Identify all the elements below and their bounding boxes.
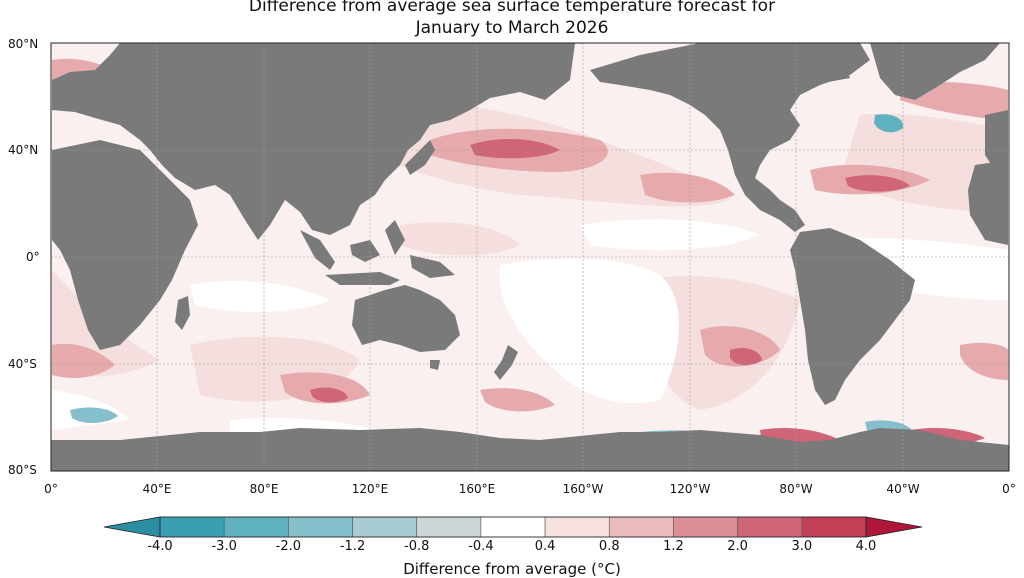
lon-label-40e: 40°E bbox=[142, 482, 172, 496]
land-arctic-islands bbox=[760, 55, 850, 82]
lat-label-40n: 40°N bbox=[8, 143, 39, 157]
colorbar-tick-label: -3.0 bbox=[211, 539, 237, 554]
colorbar-segment bbox=[352, 516, 418, 538]
land-australia bbox=[352, 285, 460, 352]
land-greenland bbox=[870, 43, 1000, 100]
colorbar-segment bbox=[608, 516, 674, 538]
lat-label-40s: 40°S bbox=[8, 357, 37, 371]
colorbar-segment bbox=[737, 516, 803, 538]
colorbar-segment bbox=[673, 516, 738, 538]
chart-title: Difference from average sea surface temp… bbox=[0, 0, 1024, 39]
lat-label-80s: 80°S bbox=[8, 463, 37, 477]
land-se-asia-islands bbox=[300, 220, 455, 285]
land-africa-west bbox=[968, 160, 1008, 245]
map-frame bbox=[50, 42, 1010, 472]
lon-label-80e: 80°E bbox=[249, 482, 279, 496]
land-africa bbox=[52, 140, 198, 350]
lon-label-0-left: 0° bbox=[44, 482, 58, 496]
colorbar-tick-label: -4.0 bbox=[147, 539, 173, 554]
colorbar-segment bbox=[544, 516, 610, 538]
land-south-america bbox=[790, 228, 915, 405]
colorbar-under-arrow bbox=[103, 516, 161, 538]
lon-label-160e: 160°E bbox=[458, 482, 496, 496]
colorbar-tick-label: 0.8 bbox=[598, 539, 620, 554]
land-eurasia bbox=[52, 43, 575, 240]
colorbar-tick-label: 2.0 bbox=[727, 539, 748, 554]
lon-label-120e: 120°E bbox=[351, 482, 389, 496]
map-gridlines bbox=[51, 43, 1009, 471]
land-europe-west bbox=[985, 110, 1008, 170]
land-new-zealand bbox=[494, 345, 518, 380]
colorbar-tick-label: 3.0 bbox=[791, 539, 813, 554]
colorbar-title: Difference from average (°C) bbox=[403, 560, 621, 578]
colorbar-segment bbox=[223, 516, 289, 538]
land-antarctica bbox=[51, 428, 1009, 471]
colorbar-segment bbox=[159, 516, 225, 538]
colorbar-over-arrow bbox=[865, 516, 923, 538]
colorbar-outline bbox=[159, 516, 867, 538]
colorbar bbox=[103, 516, 923, 538]
lat-label-equator: 0° bbox=[26, 250, 40, 264]
colorbar-segment bbox=[801, 516, 867, 538]
lon-label-120w: 120°W bbox=[669, 482, 711, 496]
colorbar-tick-label: 4.0 bbox=[855, 539, 877, 554]
lon-label-80w: 80°W bbox=[779, 482, 813, 496]
colorbar-tick-label: -1.2 bbox=[339, 539, 366, 554]
colorbar-segment bbox=[288, 516, 353, 538]
land-north-america bbox=[590, 43, 870, 232]
colorbar-tick-label: 0.4 bbox=[534, 539, 556, 554]
land-tasmania bbox=[430, 360, 440, 370]
land-madagascar bbox=[175, 296, 190, 330]
land-japan bbox=[405, 140, 435, 175]
colorbar-segment bbox=[480, 516, 546, 538]
colorbar-tick-label: -0.4 bbox=[468, 539, 494, 554]
colorbar-tick-label: -2.0 bbox=[275, 539, 302, 554]
title-line-1: Difference from average sea surface temp… bbox=[248, 0, 776, 16]
lon-label-40w: 40°W bbox=[886, 482, 920, 496]
colorbar-tick-label: -0.8 bbox=[404, 539, 430, 554]
lat-label-80n: 80°N bbox=[8, 37, 39, 51]
title-line-2: January to March 2026 bbox=[415, 18, 609, 38]
map-field bbox=[51, 43, 1009, 471]
colorbar-segment bbox=[416, 516, 482, 538]
colorbar-tick-label: 1.2 bbox=[663, 539, 684, 554]
lon-label-0-right: 0° bbox=[1002, 482, 1016, 496]
lon-label-160w: 160°W bbox=[562, 482, 604, 496]
land-masses bbox=[51, 43, 1009, 471]
